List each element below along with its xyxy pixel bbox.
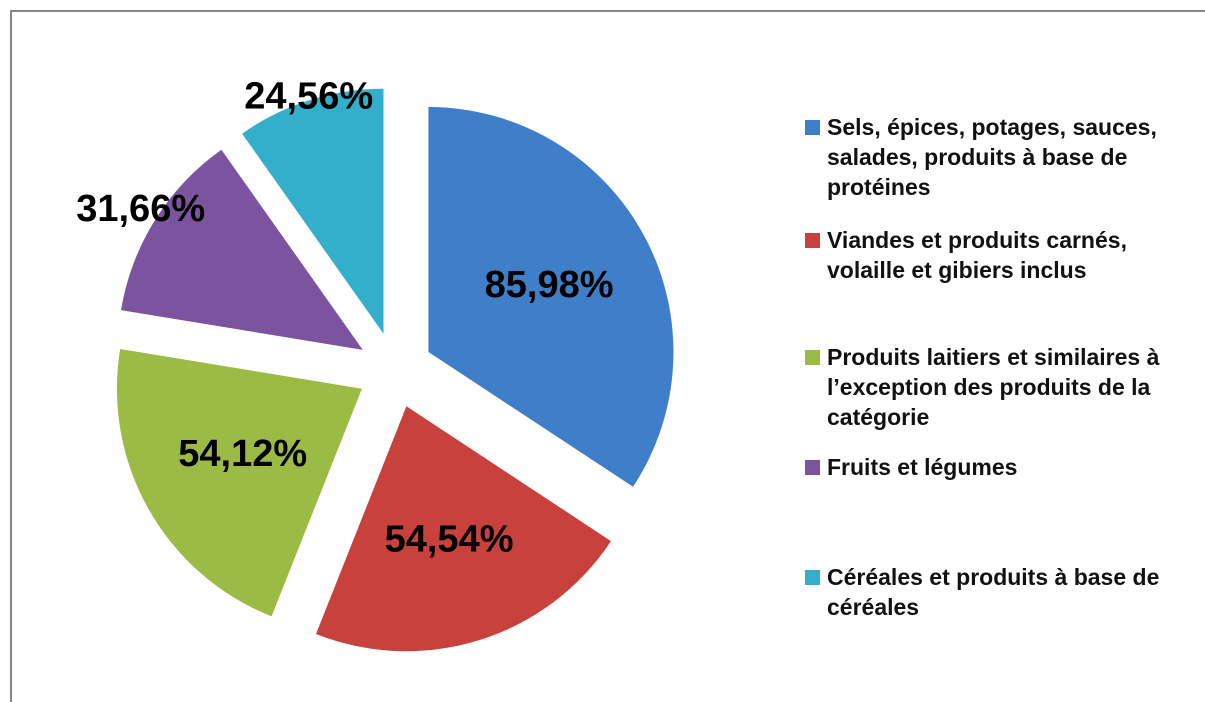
legend-swatch [805,120,820,135]
legend-label: Céréales et produits à base de céréales [827,564,1160,620]
legend-item: Produits laitiers et similaires à l’exce… [805,342,1195,432]
data-label: 54,54% [385,519,514,561]
data-label: 54,12% [178,433,307,475]
data-label: 85,98% [485,264,614,306]
legend-swatch [805,233,820,248]
pie-slice [121,149,363,350]
data-label: 24,56% [244,75,373,117]
legend-label: Fruits et légumes [827,454,1018,480]
data-label: 31,66% [76,188,205,230]
pie-slice [316,406,611,652]
pie-slice [116,349,362,617]
pie-slice [242,88,384,334]
pie-slice [428,106,674,487]
legend-swatch [805,350,820,365]
frame [10,10,1205,702]
legend-swatch [805,570,820,585]
legend-item: Viandes et produits carnés, volaille et … [805,225,1195,285]
legend-item: Sels, épices, potages, sauces, salades, … [805,112,1195,202]
legend-swatch [805,460,820,475]
legend-label: Sels, épices, potages, sauces, salades, … [827,114,1157,200]
legend-label: Viandes et produits carnés, volaille et … [827,227,1127,283]
legend-item: Fruits et légumes [805,452,1017,482]
legend-label: Produits laitiers et similaires à l’exce… [827,344,1160,430]
legend-item: Céréales et produits à base de céréales [805,562,1195,622]
